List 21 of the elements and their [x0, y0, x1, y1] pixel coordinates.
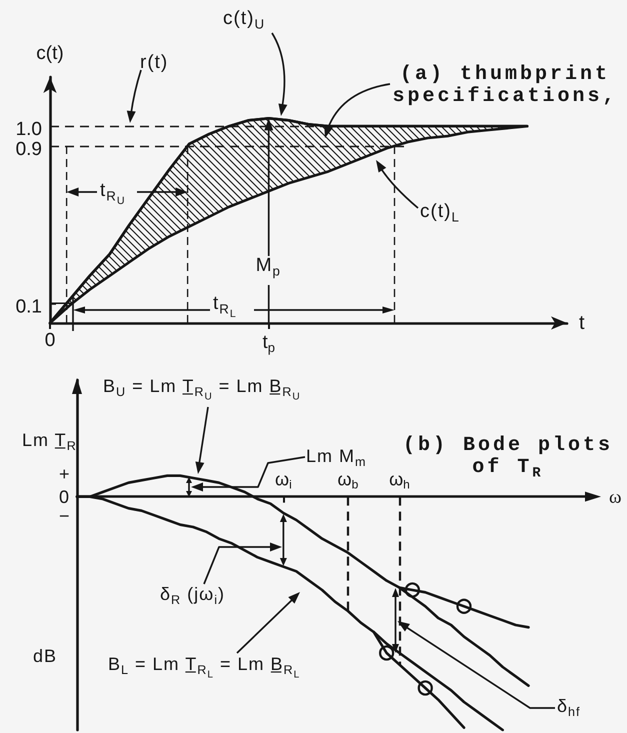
annotation: M$_{p}$ [256, 255, 281, 278]
y-axis-title: Lm T̲$_{R}$ [22, 429, 77, 454]
chart-title: (a) thumbprint specifications, [391, 63, 619, 108]
chart-title: (b) Bode plots of T$_{R}$ [402, 434, 614, 482]
text: c(t)$_{U}$ [223, 8, 266, 32]
ref-line-label: r(t) [140, 52, 168, 74]
text: Lm M$_{m}$ [306, 445, 366, 470]
annotation: δ$_{R}$ (jω$_{i}$) [160, 583, 226, 608]
annotation: δ$_{hf}$ [557, 695, 581, 720]
text: c(t) [36, 43, 64, 64]
x-axis-title: t [100, 180, 106, 201]
text: t [579, 312, 585, 334]
text: − [59, 505, 71, 527]
text: + [59, 463, 71, 485]
x-axis-title: ω [609, 486, 622, 508]
y-tick-label: 1.0 [16, 119, 42, 140]
text: dB [33, 645, 58, 667]
text: L [451, 209, 460, 224]
y-tick-label: 0.9 [16, 138, 42, 160]
y-tick-label: 0.1 [16, 296, 42, 318]
text: 0 [59, 486, 70, 508]
